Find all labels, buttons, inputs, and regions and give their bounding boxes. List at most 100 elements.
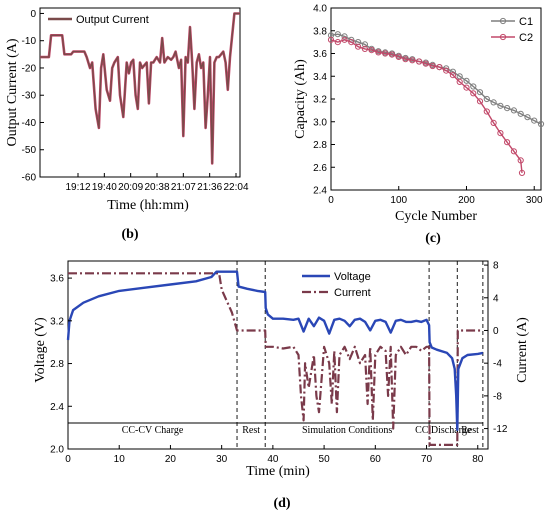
panel-c-y-tick-label: 3.0 [313, 117, 327, 128]
panel-d-x-tick-label: 60 [370, 454, 382, 465]
panel-c-point-c2 [504, 139, 511, 146]
panel-c-point-c1 [355, 39, 362, 46]
panel-c-point-c1 [334, 31, 341, 38]
panel-c-y-tick-label: 2.4 [313, 186, 327, 197]
panel-d-x-tick-label: 10 [114, 454, 126, 465]
panel-c-x-tick-label: 100 [390, 195, 407, 206]
panel-b-legend-label: Output Current [76, 14, 149, 26]
panel-c-x-tick-label: 200 [458, 195, 475, 206]
panel-c-point-c2 [449, 72, 456, 79]
panel-c-point-c1 [531, 117, 538, 124]
panel-d-y2-tick-label: 4 [493, 293, 499, 304]
panel-c-point-c2 [355, 43, 362, 50]
panel-d-y2-tick-label: 0 [493, 326, 499, 337]
panel-c-point-c1 [510, 107, 518, 114]
panel-d-phase-label: Rest [461, 425, 479, 436]
panel-d-y2-tick-label: -8 [493, 391, 502, 402]
panel-d-y2-tick-label: -4 [493, 359, 502, 370]
panel-c-point-c2 [361, 45, 368, 53]
panel-d-x-tick-label: 30 [216, 454, 228, 465]
panel-c-point-c1 [517, 110, 524, 117]
panel-c-point-c2 [395, 53, 402, 61]
panel-b-y-tick-label: -30 [22, 91, 37, 102]
panel-b-y-tick-label: -40 [22, 118, 37, 129]
panel-d-y2-axis-label: Current (A) [515, 317, 530, 383]
panel-c-point-c1 [490, 99, 497, 106]
panel-c-point-c2 [382, 50, 389, 57]
panel-c-y-tick-label: 3.6 [313, 49, 327, 60]
panel-c-point-c1 [476, 89, 484, 96]
panel-d-caption: (d) [273, 496, 290, 511]
panel-b-x-tick-label: 22:04 [223, 182, 248, 193]
panel-c-point-c2 [327, 36, 335, 43]
panel-b-y-axis-label: Output Current (A) [5, 38, 20, 146]
panel-c-point-c2 [497, 130, 504, 137]
panel-d-y-tick-label: 3.2 [50, 316, 64, 327]
panel-c-point-c1 [524, 114, 531, 121]
panel-c-point-c1 [463, 77, 470, 84]
panel-c-point-c2 [436, 64, 443, 71]
panel-c-y-tick-label: 3.8 [313, 26, 327, 37]
panel-c-point-c2 [388, 51, 396, 58]
panel-c-point-c2 [443, 67, 450, 74]
panel-d-legend-label-voltage: Voltage [334, 271, 371, 283]
panel-d-y-tick-label: 3.6 [50, 274, 64, 285]
panel-d-series-voltage [66, 270, 484, 431]
panel-b-x-axis-label: Time (hh:mm) [107, 198, 189, 213]
panel-b-caption: (b) [121, 227, 138, 242]
panel-d-x-tick-label: 50 [319, 454, 331, 465]
panel-c-point-c2 [456, 78, 463, 86]
panel-c-point-c1 [341, 33, 348, 40]
panel-c-legend-label: C2 [519, 32, 533, 44]
panel-b-y-tick-label: -60 [22, 173, 37, 184]
panel-c-point-c2 [348, 39, 355, 46]
panel-c-point-c2 [375, 49, 382, 56]
panel-c-x-axis-label: Cycle Number [395, 209, 477, 224]
panel-b-plot-area [39, 7, 241, 178]
panel-c-point-c1 [483, 95, 490, 103]
panel-d-x-tick-label: 0 [65, 454, 71, 465]
panel-b-x-tick-label: 19:12 [65, 182, 90, 193]
panel-c-legend-marker [499, 33, 507, 41]
panel-c-point-c2 [476, 98, 484, 105]
panel-c-point-c1 [497, 102, 504, 109]
panel-c-point-c2 [334, 39, 341, 46]
panel-c-point-c2 [470, 90, 477, 97]
panel-c-legend-marker [499, 17, 507, 25]
panel-c-point-c1 [470, 83, 477, 90]
panel-d-x-tick-label: 70 [421, 454, 433, 465]
panel-c-point-c2 [517, 157, 524, 164]
panel-c-point-c1 [327, 32, 335, 39]
panel-c-y-tick-label: 2.8 [313, 140, 327, 151]
panel-d-x-tick-label: 80 [472, 454, 484, 465]
panel-c-x-tick-label: 300 [526, 195, 543, 206]
panel-d-series-current [68, 272, 483, 446]
panel-c-caption: (c) [425, 231, 441, 246]
panel-d-y-tick-label: 2.4 [50, 402, 64, 413]
panel-d-y-tick-label: 2.0 [50, 445, 64, 456]
panel-d-phase-label: Rest [242, 425, 260, 436]
panel-c-point-c2 [402, 56, 409, 63]
panel-c-point-c2 [510, 148, 518, 155]
panel-b-series-output-current [40, 12, 240, 165]
panel-c-point-c2 [463, 84, 470, 91]
panel-b-y-tick-label: -20 [22, 63, 37, 74]
panel-d-x-axis-label: Time (min) [246, 464, 310, 479]
panel-d-y2-tick-label: 8 [493, 261, 499, 272]
panel-d-y2-tick-label: -12 [493, 424, 508, 435]
panel-d-x-tick-label: 40 [267, 454, 279, 465]
panel-d-phase-label: Simulation Conditions [302, 425, 392, 436]
panel-c-y-tick-label: 3.4 [313, 72, 327, 83]
panel-c-point-c2 [341, 36, 348, 43]
panel-c-y-axis-label: Capacity (Ah) [293, 59, 308, 139]
panel-c-point-c2 [429, 62, 436, 70]
panel-c-point-c2 [422, 60, 429, 67]
panel-d-phase-label: CC-CV Charge [122, 425, 184, 436]
panel-c-point-c2 [518, 169, 526, 176]
panel-c-point-c2 [368, 47, 375, 54]
panel-d-legend-label-current: Current [334, 287, 371, 299]
panel-b-x-tick-label: 21:07 [171, 182, 196, 193]
panel-c-x-tick-label: 0 [328, 195, 334, 206]
panel-c-point-c2 [409, 57, 416, 64]
